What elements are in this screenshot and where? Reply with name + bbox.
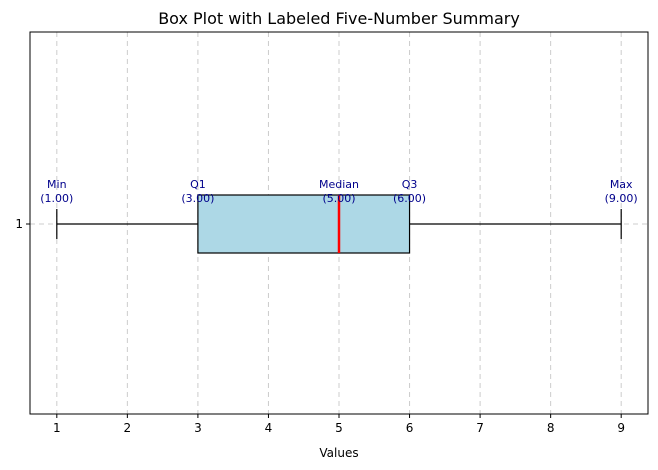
x-tick-label: 6 [406, 421, 414, 435]
plot-area [56, 194, 622, 254]
x-tick-label: 3 [194, 421, 202, 435]
annotation-value: (9.00) [605, 192, 638, 205]
annotations: Min(1.00) Q1(3.00) Median(5.00) Q3(6.00) Max… [40, 178, 637, 205]
x-tick-label: 7 [476, 421, 484, 435]
y-tick-label: 1 [15, 217, 23, 231]
iqr-box [197, 194, 411, 254]
x-tick-label: 8 [547, 421, 555, 435]
annotation-name: Median [319, 178, 359, 191]
annotation-value: (1.00) [40, 192, 73, 205]
annotation-value: (5.00) [322, 192, 355, 205]
chart-title: Box Plot with Labeled Five-Number Summar… [158, 9, 520, 28]
x-tick-label: 9 [617, 421, 625, 435]
annotation-value: (6.00) [393, 192, 426, 205]
x-axis-label: Values [319, 446, 358, 460]
axes: 1 2 3 4 5 6 7 8 9 1 [15, 217, 625, 435]
x-tick-label: 1 [53, 421, 61, 435]
x-tick-label: 5 [335, 421, 343, 435]
annotation-name: Min [47, 178, 67, 191]
annotation-name: Q3 [402, 178, 418, 191]
annotation-name: Max [610, 178, 633, 191]
annotation-value: (3.00) [181, 192, 214, 205]
x-tick-label: 2 [124, 421, 132, 435]
x-tick-label: 4 [265, 421, 273, 435]
annotation-name: Q1 [190, 178, 206, 191]
